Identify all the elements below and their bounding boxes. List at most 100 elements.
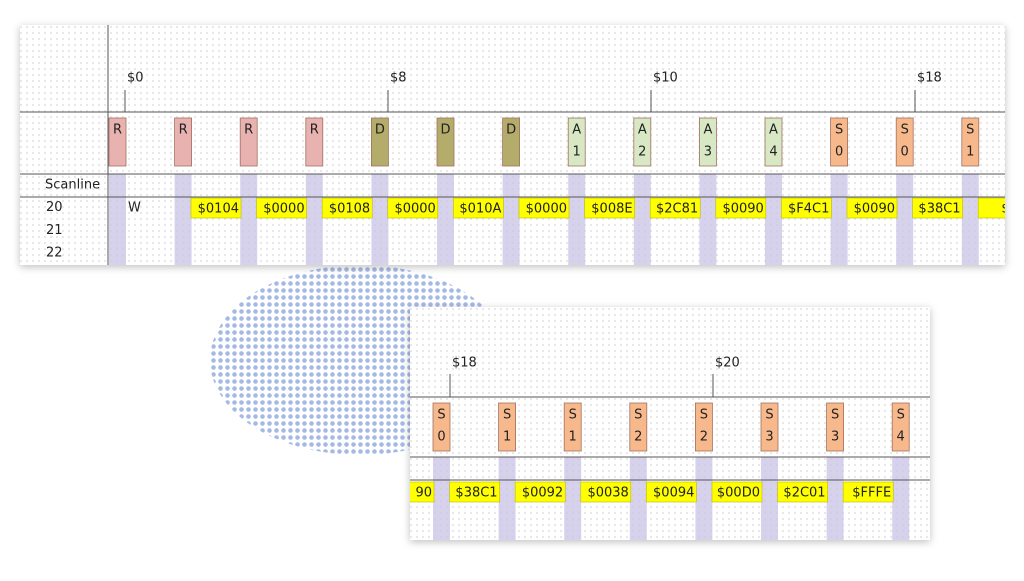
slot [498, 402, 517, 452]
slot-label: D [375, 123, 385, 138]
value-box [646, 481, 697, 503]
slot-label: S [901, 123, 909, 138]
slot-label: 2 [638, 145, 646, 160]
slot-label: 0 [901, 145, 909, 160]
slot-stripe [240, 174, 258, 265]
slot-label: 1 [569, 430, 577, 445]
slot [432, 402, 451, 452]
value-box [781, 197, 832, 219]
slot-label: 1 [503, 430, 511, 445]
slot [826, 402, 844, 452]
slot-label: 1 [573, 145, 581, 160]
value-box [449, 481, 500, 503]
slot [891, 402, 910, 452]
value-box [977, 197, 1005, 219]
value: $38C1 [918, 202, 960, 217]
row-label: 22 [46, 246, 63, 261]
slot-stripe [371, 174, 389, 265]
value: $008E [591, 202, 632, 217]
slot [764, 117, 783, 167]
slot-label: R [244, 123, 253, 138]
slot-label: D [440, 123, 450, 138]
slot-stripe [109, 174, 126, 265]
slot-label: 0 [835, 145, 843, 160]
slot-stripe [699, 174, 717, 265]
value-box [514, 481, 566, 503]
value-box [842, 481, 894, 503]
slot-stripe [761, 457, 778, 540]
value: $00D0 [717, 486, 760, 501]
panel-content: $0 $8 $10 $18 R R R R D D D A 1 A 2 A 3 A 4 S 0 S 0 S 1 Scanline 2… [20, 25, 1024, 265]
slot-stripe [892, 457, 910, 540]
slot-stripe [498, 457, 516, 540]
tick-label: $20 [715, 356, 740, 371]
value: $0104 [198, 202, 239, 217]
slot-label: 0 [437, 430, 445, 445]
slot-label: S [765, 408, 773, 423]
slot-stripe [896, 174, 914, 265]
value: $0090 [722, 202, 763, 217]
slot [305, 117, 324, 167]
row-label: Scanline [45, 178, 100, 193]
slot-label: A [572, 123, 581, 138]
value: $0092 [522, 486, 563, 501]
slot [567, 117, 586, 167]
slot [830, 117, 848, 167]
tick-label: $0 [127, 71, 144, 86]
slot-stripe [568, 174, 586, 265]
slot-label: 3 [704, 145, 712, 160]
cell-text: W [128, 201, 141, 216]
slot [502, 117, 521, 167]
value-box [518, 197, 570, 219]
panel-content: $18 $20 S 0 S 1 S 1 S 2 S 2 S 3 S 3 S 4 90 $38C1 $0092 $0038 $… [410, 356, 930, 540]
slot [563, 402, 582, 452]
slot [436, 117, 455, 167]
value-box [190, 197, 242, 219]
slot-label: A [703, 123, 712, 138]
slot-stripe [765, 174, 782, 265]
slot-stripe [826, 457, 844, 540]
slot-label: D [506, 123, 516, 138]
slot [895, 117, 914, 167]
slot [699, 117, 717, 167]
value: $010A [459, 202, 501, 217]
value-box [846, 197, 898, 219]
value-box [321, 197, 373, 219]
tick-label: $10 [653, 71, 678, 86]
slot-label: 2 [634, 430, 642, 445]
slot-label: S [831, 408, 839, 423]
slot-label: R [179, 123, 188, 138]
value: $0000 [394, 202, 435, 217]
slot-stripe [830, 174, 848, 265]
slot-stripe [695, 457, 713, 540]
row-label: 21 [46, 223, 63, 238]
value-box [777, 481, 828, 503]
slot-label: S [503, 408, 511, 423]
slot-label: S [569, 408, 577, 423]
value-box [580, 481, 632, 503]
slot-stripe [305, 174, 323, 265]
value: 90 [415, 486, 432, 501]
slot-label: A [638, 123, 647, 138]
slot [174, 117, 193, 167]
value-box [912, 197, 963, 219]
slot-label: 4 [897, 430, 905, 445]
value-box [715, 197, 767, 219]
value: $0094 [653, 486, 694, 501]
slot [370, 117, 389, 167]
value: $38C1 [455, 486, 497, 501]
value: $0038 [587, 486, 628, 501]
tick-label: $18 [452, 356, 477, 371]
slot-label: R [310, 123, 319, 138]
slot-label: A [769, 123, 778, 138]
slot-stripe [502, 174, 520, 265]
value: $00 [1001, 202, 1024, 217]
value-box [584, 197, 635, 219]
tick-label: $18 [917, 71, 942, 86]
slot-label: S [700, 408, 708, 423]
value: $0090 [854, 202, 895, 217]
slot-label: S [634, 408, 642, 423]
slot-label: 2 [700, 430, 708, 445]
value: $2C81 [656, 202, 698, 217]
